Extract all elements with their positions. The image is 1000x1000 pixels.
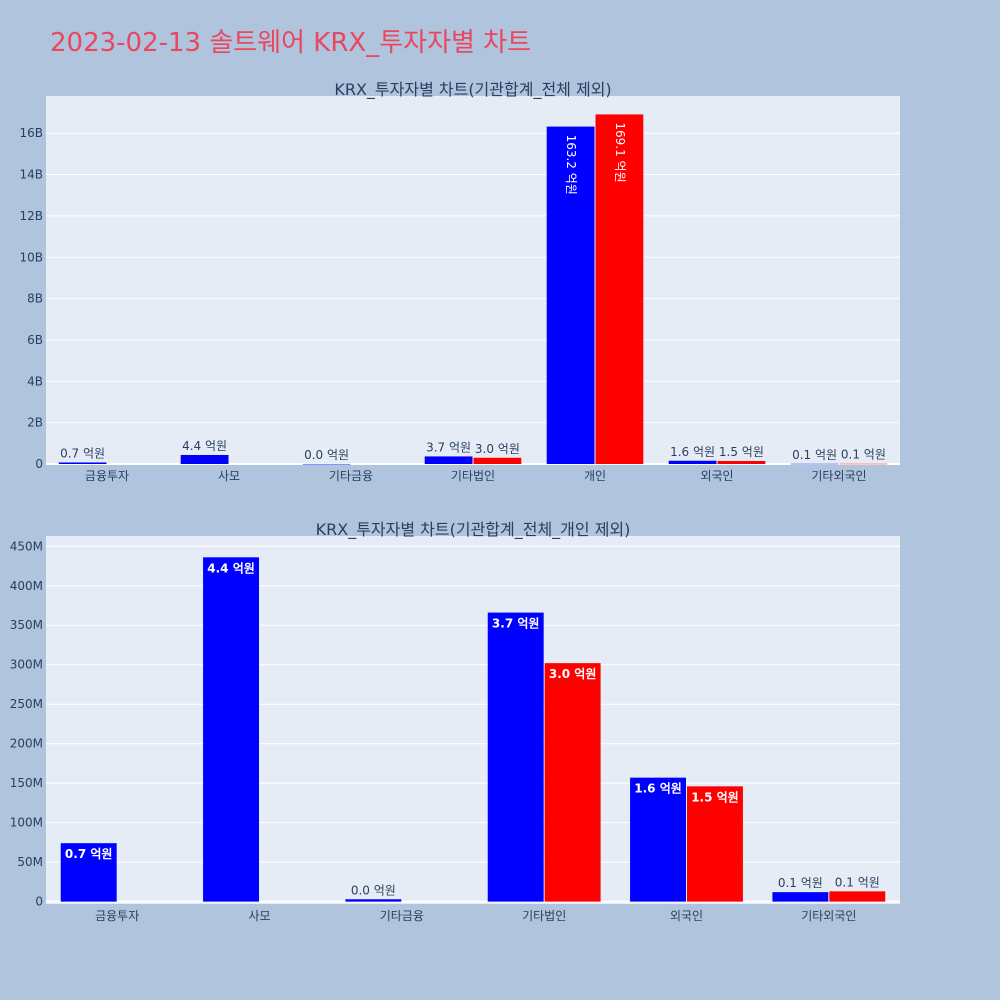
data-label: 3.0 억원 <box>549 667 597 681</box>
data-label: 3.7 억원 <box>492 617 540 631</box>
chart-excluding-individual: KRX_투자자별 차트(기관합계_전체_개인 제외) 0 50M 100M 150M 20… <box>10 520 900 923</box>
x-tick-label: 기타외국인 <box>801 909 856 923</box>
data-label: 169.1 억원 <box>613 122 627 182</box>
chart-title: KRX_투자자별 차트(기관합계_전체 제외) <box>334 80 611 100</box>
y-tick-label: 8B <box>27 292 43 306</box>
x-tick-label: 외국인 <box>670 909 703 923</box>
y-tick-label: 0 <box>35 895 43 909</box>
y-tick-label: 300M <box>10 658 43 672</box>
x-tick-label: 외국인 <box>700 469 733 483</box>
bar <box>717 460 766 464</box>
data-label: 163.2 억원 <box>564 135 578 195</box>
data-label: 1.6 억원 <box>634 782 682 796</box>
bar <box>595 114 644 465</box>
y-tick-label: 450M <box>10 539 43 553</box>
x-tick-label: 금융투자 <box>95 909 139 923</box>
data-label: 4.4 억원 <box>182 439 227 453</box>
x-tick-label: 개인 <box>584 469 606 483</box>
bar <box>60 843 117 902</box>
data-label: 0.1 억원 <box>778 876 823 890</box>
data-label: 0.1 억원 <box>792 448 837 462</box>
y-tick-label: 10B <box>19 250 43 264</box>
data-label: 3.7 억원 <box>426 440 471 454</box>
page-title: 2023-02-13 솔트웨어 KRX_투자자별 차트 <box>50 28 532 58</box>
bar <box>473 457 522 464</box>
data-label: 0.7 억원 <box>60 446 105 460</box>
bar <box>668 460 717 464</box>
y-tick-label: 250M <box>10 697 43 711</box>
x-tick-label: 기타금융 <box>380 909 424 923</box>
y-tick-label: 350M <box>10 618 43 632</box>
bar <box>829 891 886 902</box>
y-tick-label: 200M <box>10 737 43 751</box>
data-label: 0.1 억원 <box>835 875 880 889</box>
bar <box>790 463 839 465</box>
y-tick-label: 150M <box>10 776 43 790</box>
chart-title: KRX_투자자별 차트(기관합계_전체_개인 제외) <box>316 520 631 540</box>
x-tick-label: 금융투자 <box>85 469 129 483</box>
data-label: 0.0 억원 <box>351 883 396 897</box>
y-tick-label: 16B <box>19 126 43 140</box>
bar <box>772 892 829 902</box>
data-label: 0.0 억원 <box>304 448 349 462</box>
bar <box>180 454 229 464</box>
x-tick-label: 사모 <box>248 909 270 923</box>
bar <box>345 899 402 902</box>
y-tick-label: 400M <box>10 579 43 593</box>
data-label: 0.7 억원 <box>65 847 113 861</box>
plot-area <box>46 536 900 904</box>
data-label: 1.6 억원 <box>670 445 715 459</box>
data-label: 1.5 억원 <box>691 790 739 804</box>
y-tick-label: 0 <box>35 457 43 471</box>
y-tick-label: 14B <box>19 168 43 182</box>
bar <box>546 126 595 465</box>
y-tick-label: 4B <box>27 374 43 388</box>
bar <box>203 557 259 902</box>
data-label: 3.0 억원 <box>475 442 520 456</box>
plot-area <box>46 96 900 464</box>
bar <box>58 462 107 464</box>
bar <box>687 786 743 902</box>
data-label: 4.4 억원 <box>207 561 255 575</box>
x-tick-label: 사모 <box>218 469 240 483</box>
y-tick-label: 6B <box>27 333 43 347</box>
bar <box>839 463 888 465</box>
chart-all-investors: KRX_투자자별 차트(기관합계_전체 제외) 0 2B 4B 6B 8B 10B 12B 14… <box>19 80 900 483</box>
x-tick-label: 기타외국인 <box>811 469 866 483</box>
bar <box>302 463 351 465</box>
x-tick-label: 기타법인 <box>451 469 495 483</box>
bar <box>630 777 686 902</box>
bar <box>544 663 601 902</box>
data-label: 1.5 억원 <box>719 445 764 459</box>
x-tick-label: 기타법인 <box>522 909 566 923</box>
y-tick-label: 50M <box>17 855 43 869</box>
x-tick-label: 기타금융 <box>329 469 373 483</box>
y-tick-label: 100M <box>10 816 43 830</box>
data-label: 0.1 억원 <box>841 448 886 462</box>
y-tick-label: 2B <box>27 416 43 430</box>
bar <box>487 612 544 902</box>
y-tick-label: 12B <box>19 209 43 223</box>
bar <box>424 456 473 464</box>
